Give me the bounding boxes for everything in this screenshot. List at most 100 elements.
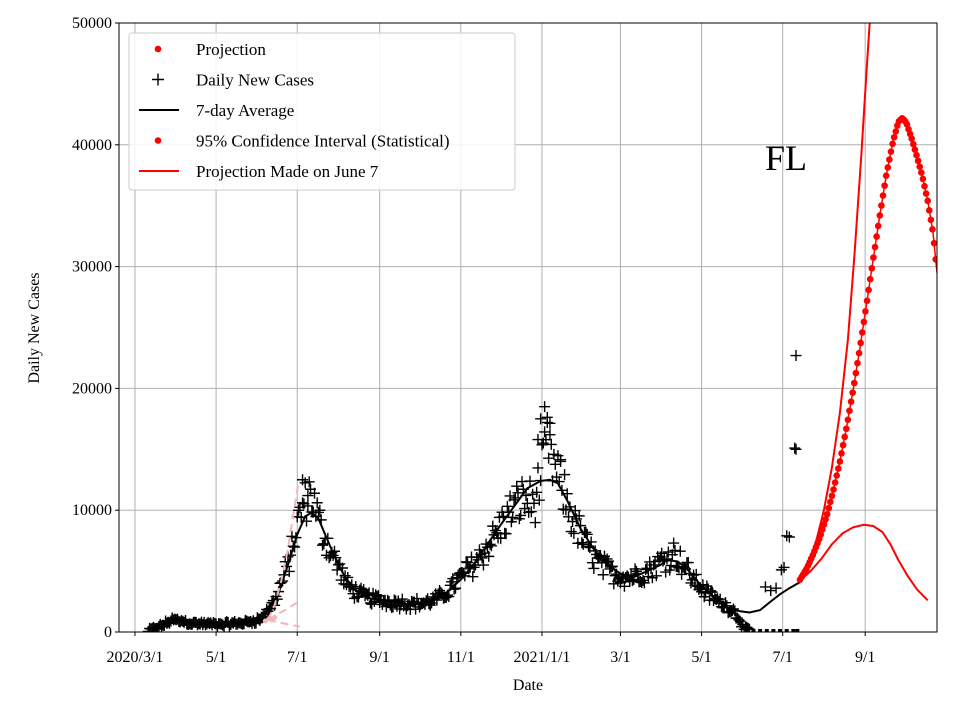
plot-frame [118, 22, 938, 633]
daily-cases-point [544, 429, 556, 441]
y-tick-label: 10000 [72, 502, 112, 519]
projection-dot [849, 389, 856, 396]
daily-cases-point [314, 504, 326, 516]
legend-label: Daily New Cases [196, 71, 314, 90]
plot-area [142, 23, 937, 632]
projection-dot [871, 243, 879, 251]
daily-cases-point [551, 471, 563, 483]
x-tick-label: 2021/1/1 [514, 649, 571, 666]
daily-cases-point [577, 538, 589, 550]
daily-cases-point [557, 503, 569, 515]
projection-dot [870, 254, 877, 261]
legend-marker-dot [154, 137, 162, 144]
projection-dot [908, 135, 916, 143]
projection-dot [887, 148, 895, 155]
daily-cases-point [461, 557, 473, 569]
projection-dot [863, 297, 871, 305]
daily-cases-point [511, 480, 523, 492]
daily-cases-point [293, 504, 305, 516]
projection-dot [886, 156, 893, 163]
y-tick-label: 50000 [72, 15, 112, 32]
daily-cases-point [597, 569, 609, 581]
daily-cases-point [368, 595, 380, 607]
daily-cases-point [790, 443, 802, 455]
daily-cases-point [487, 520, 499, 532]
daily-cases-point [311, 497, 323, 509]
daily-cases-point [302, 500, 314, 512]
projection-dot [874, 222, 882, 230]
daily-cases-point [593, 551, 605, 563]
zero-case-marker [751, 629, 756, 632]
daily-cases-point [509, 492, 521, 504]
projection-dot [911, 146, 919, 153]
zero-case-marker [771, 629, 776, 632]
projection-dot [838, 449, 845, 457]
projection-dot [819, 526, 826, 533]
x-tick-label: 3/1 [610, 649, 630, 666]
daily-cases-point [669, 544, 681, 556]
series-line-early-june-projection-faded- [267, 482, 300, 621]
daily-cases-point [297, 474, 309, 486]
faded-projection-dot [262, 618, 268, 624]
projection-dot [884, 164, 892, 171]
projection-dot [866, 275, 874, 283]
projection-dot [857, 339, 864, 347]
daily-cases-point [568, 527, 580, 539]
x-tick-label: 5/1 [206, 649, 226, 666]
projection-dot [852, 369, 860, 377]
projection-dot [932, 255, 937, 263]
daily-cases-point [507, 511, 519, 523]
daily-cases-point [366, 598, 378, 610]
projection-dot [882, 172, 890, 179]
legend-frame [128, 32, 516, 191]
daily-cases-point [545, 438, 557, 450]
projection-dot [846, 407, 853, 415]
zero-case-marker [758, 629, 763, 632]
projection-dot [916, 163, 924, 171]
y-tick-label: 40000 [72, 137, 112, 154]
daily-cases-point [467, 571, 479, 583]
projection-dot [930, 239, 937, 247]
projection-dot [922, 190, 930, 197]
zero-case-marker [778, 629, 783, 632]
series-line-upper-projection-bound [799, 23, 871, 581]
daily-cases-point [587, 557, 599, 569]
projection-dot [925, 207, 933, 214]
projection-dot [825, 504, 833, 512]
daily-cases-point [411, 593, 423, 605]
projection-dot [918, 169, 925, 176]
daily-cases-point [532, 462, 544, 474]
daily-cases-point [790, 350, 802, 362]
daily-cases-point [618, 580, 630, 592]
daily-cases-point [313, 506, 325, 518]
projection-dot [842, 425, 850, 433]
zero-case-marker [764, 629, 769, 632]
projection-dot [822, 516, 829, 523]
projection-dot [876, 212, 884, 219]
x-tick-label: 11/1 [447, 649, 475, 666]
daily-cases-point [668, 537, 680, 549]
daily-cases-point [789, 442, 801, 454]
daily-cases-point [650, 570, 662, 582]
legend-label: 95% Confidence Interval (Statistical) [196, 132, 450, 151]
projection-dot [868, 265, 876, 272]
daily-cases-point [531, 486, 543, 498]
projection-dot [841, 433, 848, 441]
y-axis-label: Daily New Cases [26, 272, 43, 383]
daily-cases-point [628, 573, 640, 585]
daily-cases-point [742, 622, 754, 632]
projection-dot [850, 379, 858, 387]
projection-dot [858, 329, 866, 336]
x-axis: 2020/3/1 5/1 7/1 9/1 11/1 2021/1/1 3/1 5/1 7/1 9/… [107, 632, 875, 666]
zero-case-marker [795, 629, 800, 632]
daily-cases-point [338, 578, 350, 590]
daily-cases-point [533, 494, 545, 506]
x-tick-label: 5/1 [691, 649, 711, 666]
y-tick-label: 30000 [72, 259, 112, 276]
projection-dot [844, 416, 852, 424]
daily-cases-point [532, 434, 544, 446]
daily-cases-point [529, 517, 541, 529]
x-tick-label: 7/1 [287, 649, 307, 666]
x-tick-label: 9/1 [369, 649, 389, 666]
daily-cases-point [500, 528, 512, 540]
